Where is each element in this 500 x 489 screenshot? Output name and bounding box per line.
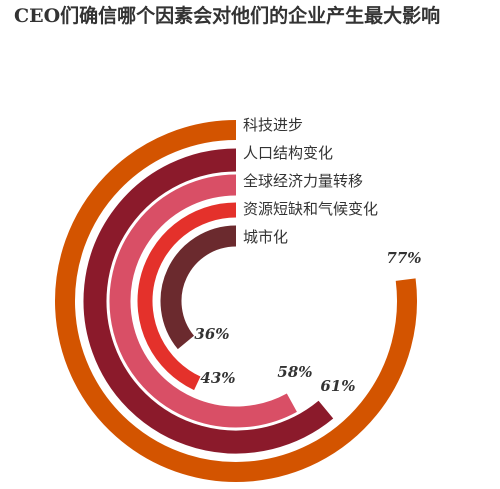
percent-label-2: 61% xyxy=(320,377,355,395)
arc-2 xyxy=(83,148,334,454)
category-label-5: 城市化 xyxy=(243,228,288,246)
arc-3 xyxy=(109,174,297,428)
percent-label-5: 36% xyxy=(194,325,229,343)
category-label-1: 科技进步 xyxy=(243,116,303,134)
percent-label-3: 58% xyxy=(277,363,312,381)
percent-label-4: 43% xyxy=(200,369,235,387)
arc-4 xyxy=(137,202,237,391)
category-label-4: 资源短缺和气候变化 xyxy=(243,200,378,218)
category-label-3: 全球经济力量转移 xyxy=(243,172,363,190)
arc-1 xyxy=(55,120,417,482)
chart-title: CEO们确信哪个因素会对他们的企业产生最大影响 xyxy=(14,5,441,27)
percent-label-1: 77% xyxy=(386,249,421,267)
arc-5 xyxy=(160,225,237,350)
arc-group xyxy=(55,120,417,482)
percent-labels: 77% 61% 58% 43% 36% xyxy=(194,249,421,395)
category-label-2: 人口结构变化 xyxy=(243,144,333,162)
